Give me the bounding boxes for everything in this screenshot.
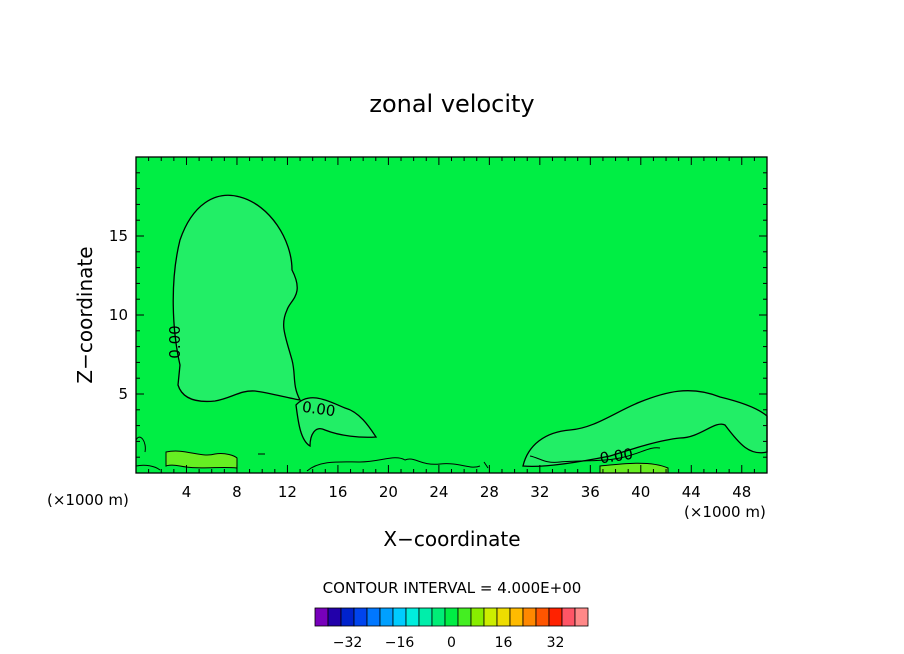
colorbar-tick-label: 0 <box>447 635 456 651</box>
x-tick-label: 16 <box>328 483 347 501</box>
colorbar-swatch <box>561 607 576 627</box>
colorbar-swatch <box>340 607 355 627</box>
y-tick-label: 10 <box>109 306 128 324</box>
colorbar-tick-label: −16 <box>385 635 415 651</box>
colorbar-swatch <box>457 607 472 627</box>
x-tick-label: 40 <box>631 483 650 501</box>
contour-regions <box>172 194 768 468</box>
colorbar-swatch <box>509 607 524 627</box>
x-tick-label: 4 <box>182 483 192 501</box>
x-tick-label: 12 <box>278 483 297 501</box>
x-tick-label: 8 <box>232 483 242 501</box>
surface-band-right <box>599 462 669 474</box>
colorbar-swatch <box>483 607 498 627</box>
colorbar-swatch <box>470 607 485 627</box>
y-axis: 5 10 15 <box>109 172 767 458</box>
contour-label: 0.00 <box>599 445 635 467</box>
x-axis: 4 8 12 16 20 24 28 32 36 40 44 48 <box>148 157 755 501</box>
colorbar-tick-label: 16 <box>495 635 513 651</box>
colorbar-swatch <box>418 607 433 627</box>
contour-label: 0.00 <box>301 398 337 420</box>
colorbar <box>314 607 589 627</box>
x-tick-label: 32 <box>530 483 549 501</box>
contour-label: 0.00 <box>166 325 184 358</box>
x-tick-label: 48 <box>732 483 751 501</box>
colorbar-swatch <box>314 607 329 627</box>
y-tick-label: 15 <box>109 227 128 245</box>
colorbar-swatch <box>366 607 381 627</box>
colorbar-swatch <box>405 607 420 627</box>
contour-pocket-upper-left <box>172 194 302 403</box>
colorbar-swatch <box>496 607 511 627</box>
x-tick-label: 36 <box>581 483 600 501</box>
colorbar-swatch <box>548 607 563 627</box>
x-tick-label: 44 <box>682 483 701 501</box>
chart-title: zonal velocity <box>369 90 534 118</box>
colorbar-swatch <box>535 607 550 627</box>
colorbar-swatch <box>327 607 342 627</box>
contour-pocket-lower-middle <box>295 397 378 448</box>
y-axis-label: Z−coordinate <box>73 246 97 383</box>
colorbar-swatch <box>353 607 368 627</box>
colorbar-ticks: −32 −16 0 16 32 <box>333 635 565 651</box>
surface-contours <box>135 436 669 474</box>
colorbar-tick-label: 32 <box>547 635 565 651</box>
x-tick-label: 28 <box>480 483 499 501</box>
colorbar-swatch <box>522 607 537 627</box>
x-unit-right: (×1000 m) <box>684 503 766 521</box>
x-tick-label: 24 <box>429 483 448 501</box>
colorbar-swatch <box>444 607 459 627</box>
contour-interval-label: CONTOUR INTERVAL = 4.000E+00 <box>323 579 582 597</box>
colorbar-tick-label: −32 <box>333 635 363 651</box>
x-unit-left: (×1000 m) <box>47 491 129 509</box>
y-tick-label: 5 <box>118 385 128 403</box>
x-tick-label: 20 <box>379 483 398 501</box>
colorbar-swatch <box>392 607 407 627</box>
colorbar-swatch <box>574 607 589 627</box>
x-axis-label: X−coordinate <box>383 527 520 551</box>
colorbar-swatch <box>379 607 394 627</box>
surface-contour-line <box>135 436 661 472</box>
colorbar-swatch <box>431 607 446 627</box>
